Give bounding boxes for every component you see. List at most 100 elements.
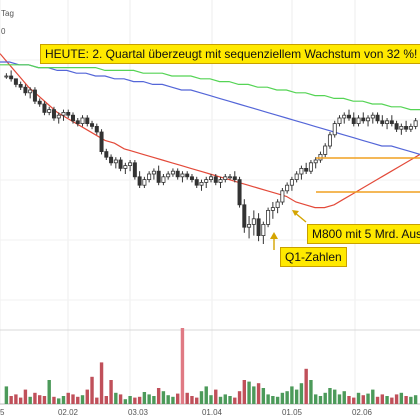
candle-body (299, 167, 304, 175)
volume-bar (242, 380, 247, 404)
q1-arrow-head (270, 232, 278, 239)
volume-bar (52, 396, 56, 404)
volume-bar (399, 392, 404, 404)
candle-body (385, 120, 390, 125)
volume-bar (204, 386, 208, 404)
candle-body (204, 179, 209, 183)
annotation-arrows (270, 210, 307, 250)
candle-body (189, 176, 194, 181)
volume-bar (271, 396, 275, 404)
volume-bar (252, 386, 256, 404)
candle-body (361, 117, 366, 122)
volume-bar (385, 396, 389, 404)
candle-body (356, 117, 361, 124)
q1-callout: Q1-Zahlen (280, 247, 347, 267)
moving-averages (0, 53, 420, 209)
volume-bar (294, 389, 299, 404)
candle-body (366, 117, 371, 122)
candle-body (185, 173, 190, 178)
volume-bar (57, 398, 61, 404)
candle-body (113, 159, 118, 164)
candle-body (161, 176, 166, 183)
volume-bars (4, 328, 418, 404)
volume-bar (147, 394, 151, 404)
volume-bar (152, 396, 156, 404)
volume-bar (175, 393, 180, 404)
volume-bar (337, 394, 342, 404)
volume-bar (190, 396, 194, 404)
volume-bar (33, 392, 37, 404)
volume-bar (223, 394, 227, 404)
volume-bar (61, 396, 66, 404)
volume-bar (185, 392, 189, 404)
volume-bar (14, 394, 18, 404)
candle-body (380, 120, 385, 125)
volume-bar (142, 392, 147, 404)
volume-bar (42, 396, 47, 404)
volume-bar (99, 362, 104, 404)
volume-bar (290, 386, 294, 404)
x-tick-label: 01.04 (202, 408, 223, 417)
x-axis-ticks: 5 02.02 03.03 01.04 01.05 02.06 (0, 408, 373, 417)
candle-body (342, 114, 347, 119)
volume-bar (318, 396, 323, 404)
candle-body (289, 179, 294, 186)
x-tick-label: 02.02 (58, 408, 79, 417)
volume-bar (247, 381, 251, 404)
candle-body (175, 170, 180, 178)
volume-bar (375, 396, 380, 404)
volume-bar (323, 392, 327, 404)
candle-body (128, 162, 133, 167)
candle-body (166, 173, 171, 178)
candle-body (47, 109, 52, 113)
candle-body (85, 117, 90, 124)
volume-bar (356, 392, 361, 404)
volume-bar (137, 396, 142, 404)
candle-body (9, 75, 14, 80)
volume-bar (133, 397, 137, 404)
volume-bar (47, 380, 51, 404)
candle-body (28, 89, 33, 94)
volume-bar (4, 386, 9, 404)
candle-body (389, 120, 394, 125)
volume-bar (218, 396, 223, 404)
volume-bar (114, 392, 118, 404)
moving-average-line-1 (0, 53, 420, 209)
volume-bar (180, 328, 185, 404)
volume-bar (156, 388, 161, 404)
candle-body (280, 190, 285, 203)
volume-bar (299, 383, 304, 404)
volume-bar (28, 396, 32, 404)
m800-callout: M800 mit 5 Mrd. Aus (307, 224, 420, 244)
candle-body (4, 75, 9, 78)
candle-body (94, 126, 99, 133)
volume-bar (280, 392, 285, 404)
candle-body (170, 170, 175, 175)
candle-body (37, 100, 42, 105)
moving-average-line-2 (0, 61, 420, 155)
candle-body (218, 179, 223, 183)
candle-body (375, 114, 380, 122)
volume-bar (409, 396, 413, 404)
candle-body (223, 176, 228, 181)
volume-bar (266, 394, 270, 404)
candle-body (261, 223, 266, 236)
candle-body (66, 112, 71, 116)
volume-bar (90, 376, 94, 404)
candle-body (256, 218, 261, 237)
volume-bar (371, 389, 375, 404)
candle-body (199, 181, 204, 186)
candle-body (247, 223, 252, 228)
candle-body (370, 114, 375, 119)
candle-body (99, 131, 104, 153)
candle-body (294, 173, 299, 180)
volume-bar (109, 380, 113, 404)
candle-body (56, 114, 61, 119)
candle-body (266, 209, 271, 225)
volume-bar (366, 393, 370, 404)
candle-body (156, 170, 161, 183)
candle-body (137, 176, 142, 186)
volume-bar (71, 394, 75, 404)
candle-body (337, 117, 342, 124)
